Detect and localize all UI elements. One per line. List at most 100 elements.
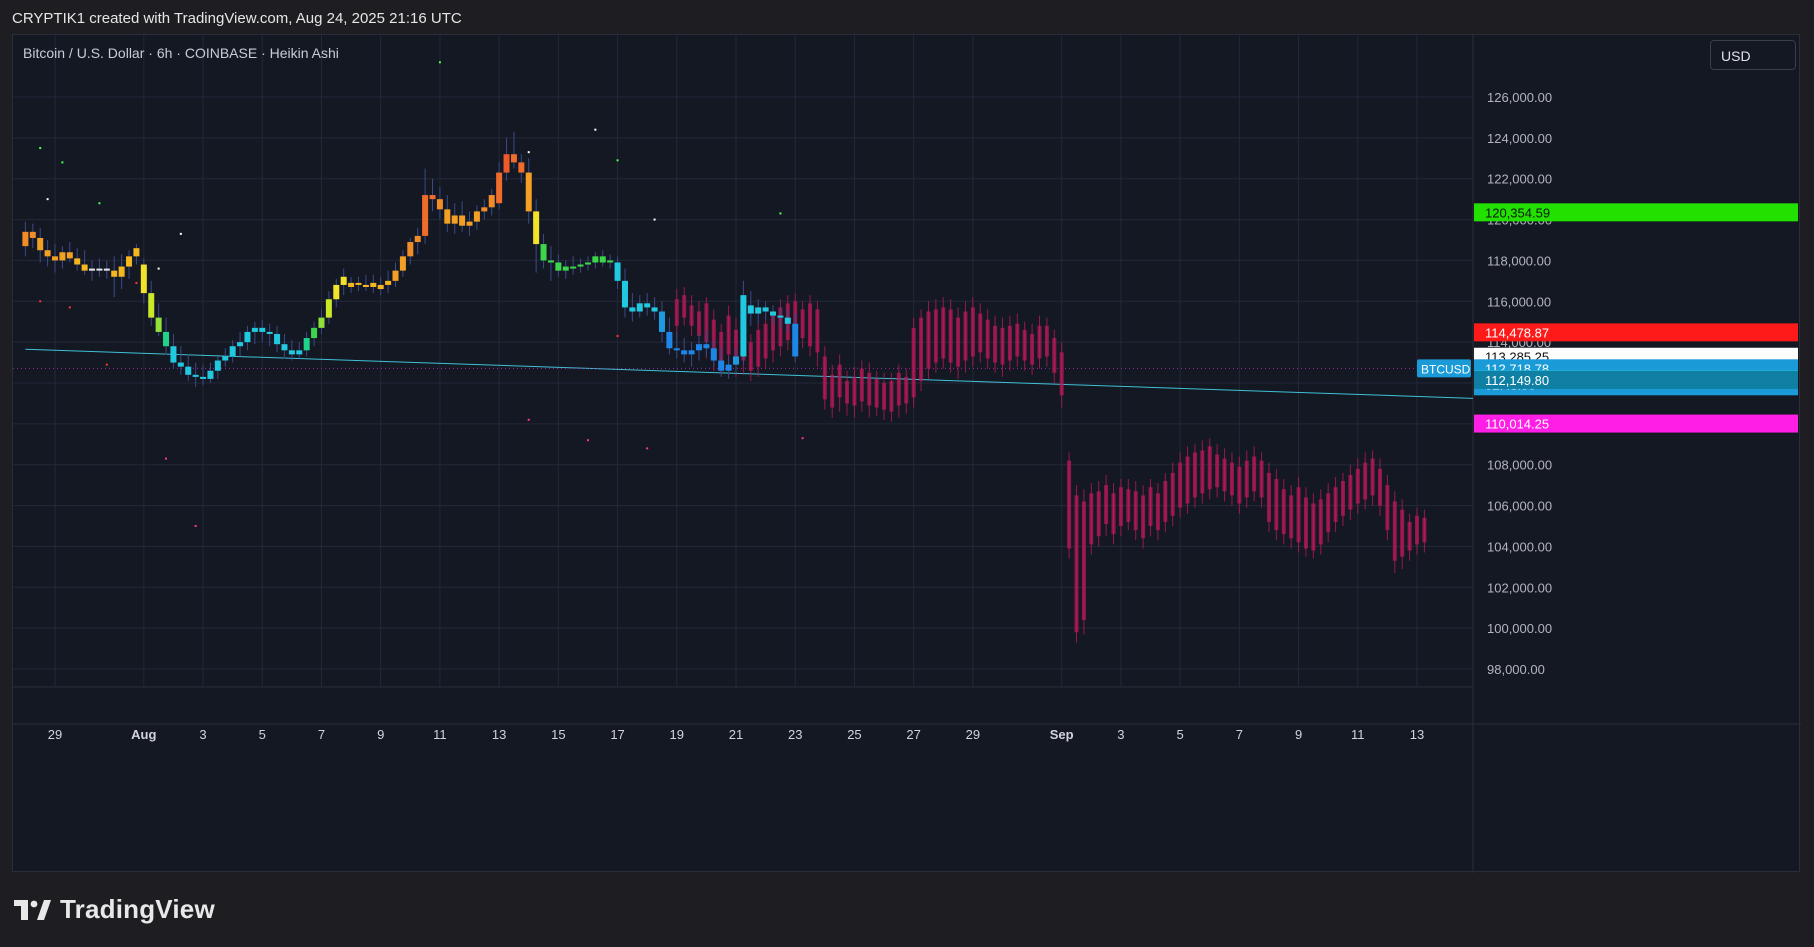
- candle-body: [192, 374, 199, 377]
- candle-body: [140, 264, 147, 294]
- projection-bar: [1318, 499, 1323, 545]
- candle-body: [155, 317, 162, 332]
- projection-bar: [859, 368, 864, 402]
- candle-body: [710, 348, 717, 361]
- projection-bar: [1237, 466, 1242, 504]
- projection-bar: [1355, 468, 1360, 504]
- projection-bar: [1185, 456, 1190, 504]
- symbol-tag-bg: [1417, 359, 1471, 378]
- y-tick-label: 124,000.00: [1487, 131, 1552, 146]
- candle-body: [525, 172, 532, 212]
- candle-body: [562, 266, 569, 271]
- tradingview-logo[interactable]: TradingView: [14, 894, 215, 925]
- projection-bar: [978, 313, 983, 353]
- price-chart[interactable]: 126,000.00124,000.00122,000.00120,000.00…: [13, 35, 1801, 873]
- projection-bar: [704, 303, 709, 343]
- candle-body: [318, 317, 325, 328]
- projection-bar: [1015, 323, 1020, 357]
- candle-body: [74, 258, 81, 265]
- projection-bar: [837, 364, 842, 398]
- x-tick-label: Aug: [131, 727, 156, 742]
- projection-bar: [1303, 497, 1308, 549]
- projection-bar: [815, 309, 820, 353]
- signal-marker: [68, 306, 71, 309]
- x-tick-label: 11: [433, 727, 447, 742]
- candle-body: [755, 307, 762, 314]
- candle-body: [688, 350, 695, 355]
- projection-bar: [1377, 468, 1382, 506]
- candle-body: [281, 344, 288, 351]
- candle-body: [762, 307, 769, 312]
- x-tick-label: 11: [1351, 727, 1365, 742]
- axis-layer: 126,000.00124,000.00122,000.00120,000.00…: [48, 90, 1798, 742]
- candle-body: [533, 211, 540, 245]
- candle-body: [584, 262, 591, 265]
- projection-bar: [1022, 329, 1027, 361]
- projection-bar: [1207, 446, 1212, 490]
- projection-bar: [1074, 495, 1079, 633]
- candle-body: [570, 266, 577, 269]
- candle-body: [44, 250, 51, 257]
- candle-body: [547, 260, 554, 263]
- candle-body: [355, 282, 362, 285]
- candle-body: [222, 356, 229, 361]
- candle-body: [333, 284, 340, 300]
- projection-bar: [1126, 489, 1131, 522]
- projection-bar: [1363, 462, 1368, 500]
- candle-body: [451, 215, 458, 224]
- candle-body: [636, 303, 643, 312]
- projection-bar: [1178, 462, 1183, 508]
- projection-bar: [963, 311, 968, 361]
- chart-frame[interactable]: 126,000.00124,000.00122,000.00120,000.00…: [12, 34, 1801, 873]
- projection-bar: [1407, 521, 1412, 551]
- price-label-value: 120,354.59: [1485, 205, 1550, 220]
- projection-bar: [763, 323, 768, 359]
- tradingview-logo-icon: [14, 899, 51, 920]
- candle-body: [510, 154, 517, 163]
- candle-body: [126, 256, 133, 267]
- candle-body: [37, 237, 44, 251]
- projection-bar: [1200, 450, 1205, 494]
- projection-bar: [933, 309, 938, 363]
- projection-bar: [1370, 458, 1375, 496]
- projection-bar: [1385, 485, 1390, 531]
- signal-marker: [586, 439, 589, 442]
- signal-marker: [653, 218, 656, 221]
- candle-body: [399, 256, 406, 271]
- projection-bar: [993, 325, 998, 363]
- projection-bar: [1089, 493, 1094, 545]
- projection-bar: [904, 376, 909, 404]
- projection-bar: [682, 295, 687, 318]
- candle-body: [518, 162, 525, 173]
- signal-marker: [61, 161, 64, 164]
- projection-bar: [1104, 485, 1109, 524]
- projection-bar: [1392, 501, 1397, 561]
- candle-body: [274, 333, 281, 345]
- projection-bar: [1111, 493, 1116, 535]
- candle-body: [229, 346, 236, 357]
- projection-bar: [970, 307, 975, 357]
- x-tick-label: 7: [318, 727, 325, 742]
- signal-marker: [179, 232, 182, 235]
- y-tick-label: 108,000.00: [1487, 458, 1552, 473]
- candle-body: [118, 266, 125, 277]
- projection-bar: [719, 331, 724, 361]
- price-label-bg: [1474, 370, 1798, 389]
- candle-body: [540, 244, 547, 261]
- candle-body: [614, 262, 621, 281]
- x-tick-label: 5: [259, 727, 266, 742]
- projection-bar: [1037, 325, 1042, 359]
- candle-body: [429, 195, 436, 200]
- price-label-bg: [1474, 203, 1798, 222]
- projection-bar: [1274, 479, 1279, 531]
- x-tick-label: 9: [377, 727, 384, 742]
- symbol-legend[interactable]: Bitcoin / U.S. Dollar · 6h · COINBASE · …: [23, 45, 339, 61]
- projection-bar: [1259, 460, 1264, 498]
- y-tick-label: 102,000.00: [1487, 580, 1552, 595]
- candle-body: [311, 327, 318, 339]
- candle-layer: [22, 131, 799, 388]
- y-tick-label: 122,000.00: [1487, 172, 1552, 187]
- projection-bar: [911, 327, 916, 398]
- currency-selector[interactable]: USD: [1710, 40, 1796, 70]
- projection-bar: [1170, 472, 1175, 516]
